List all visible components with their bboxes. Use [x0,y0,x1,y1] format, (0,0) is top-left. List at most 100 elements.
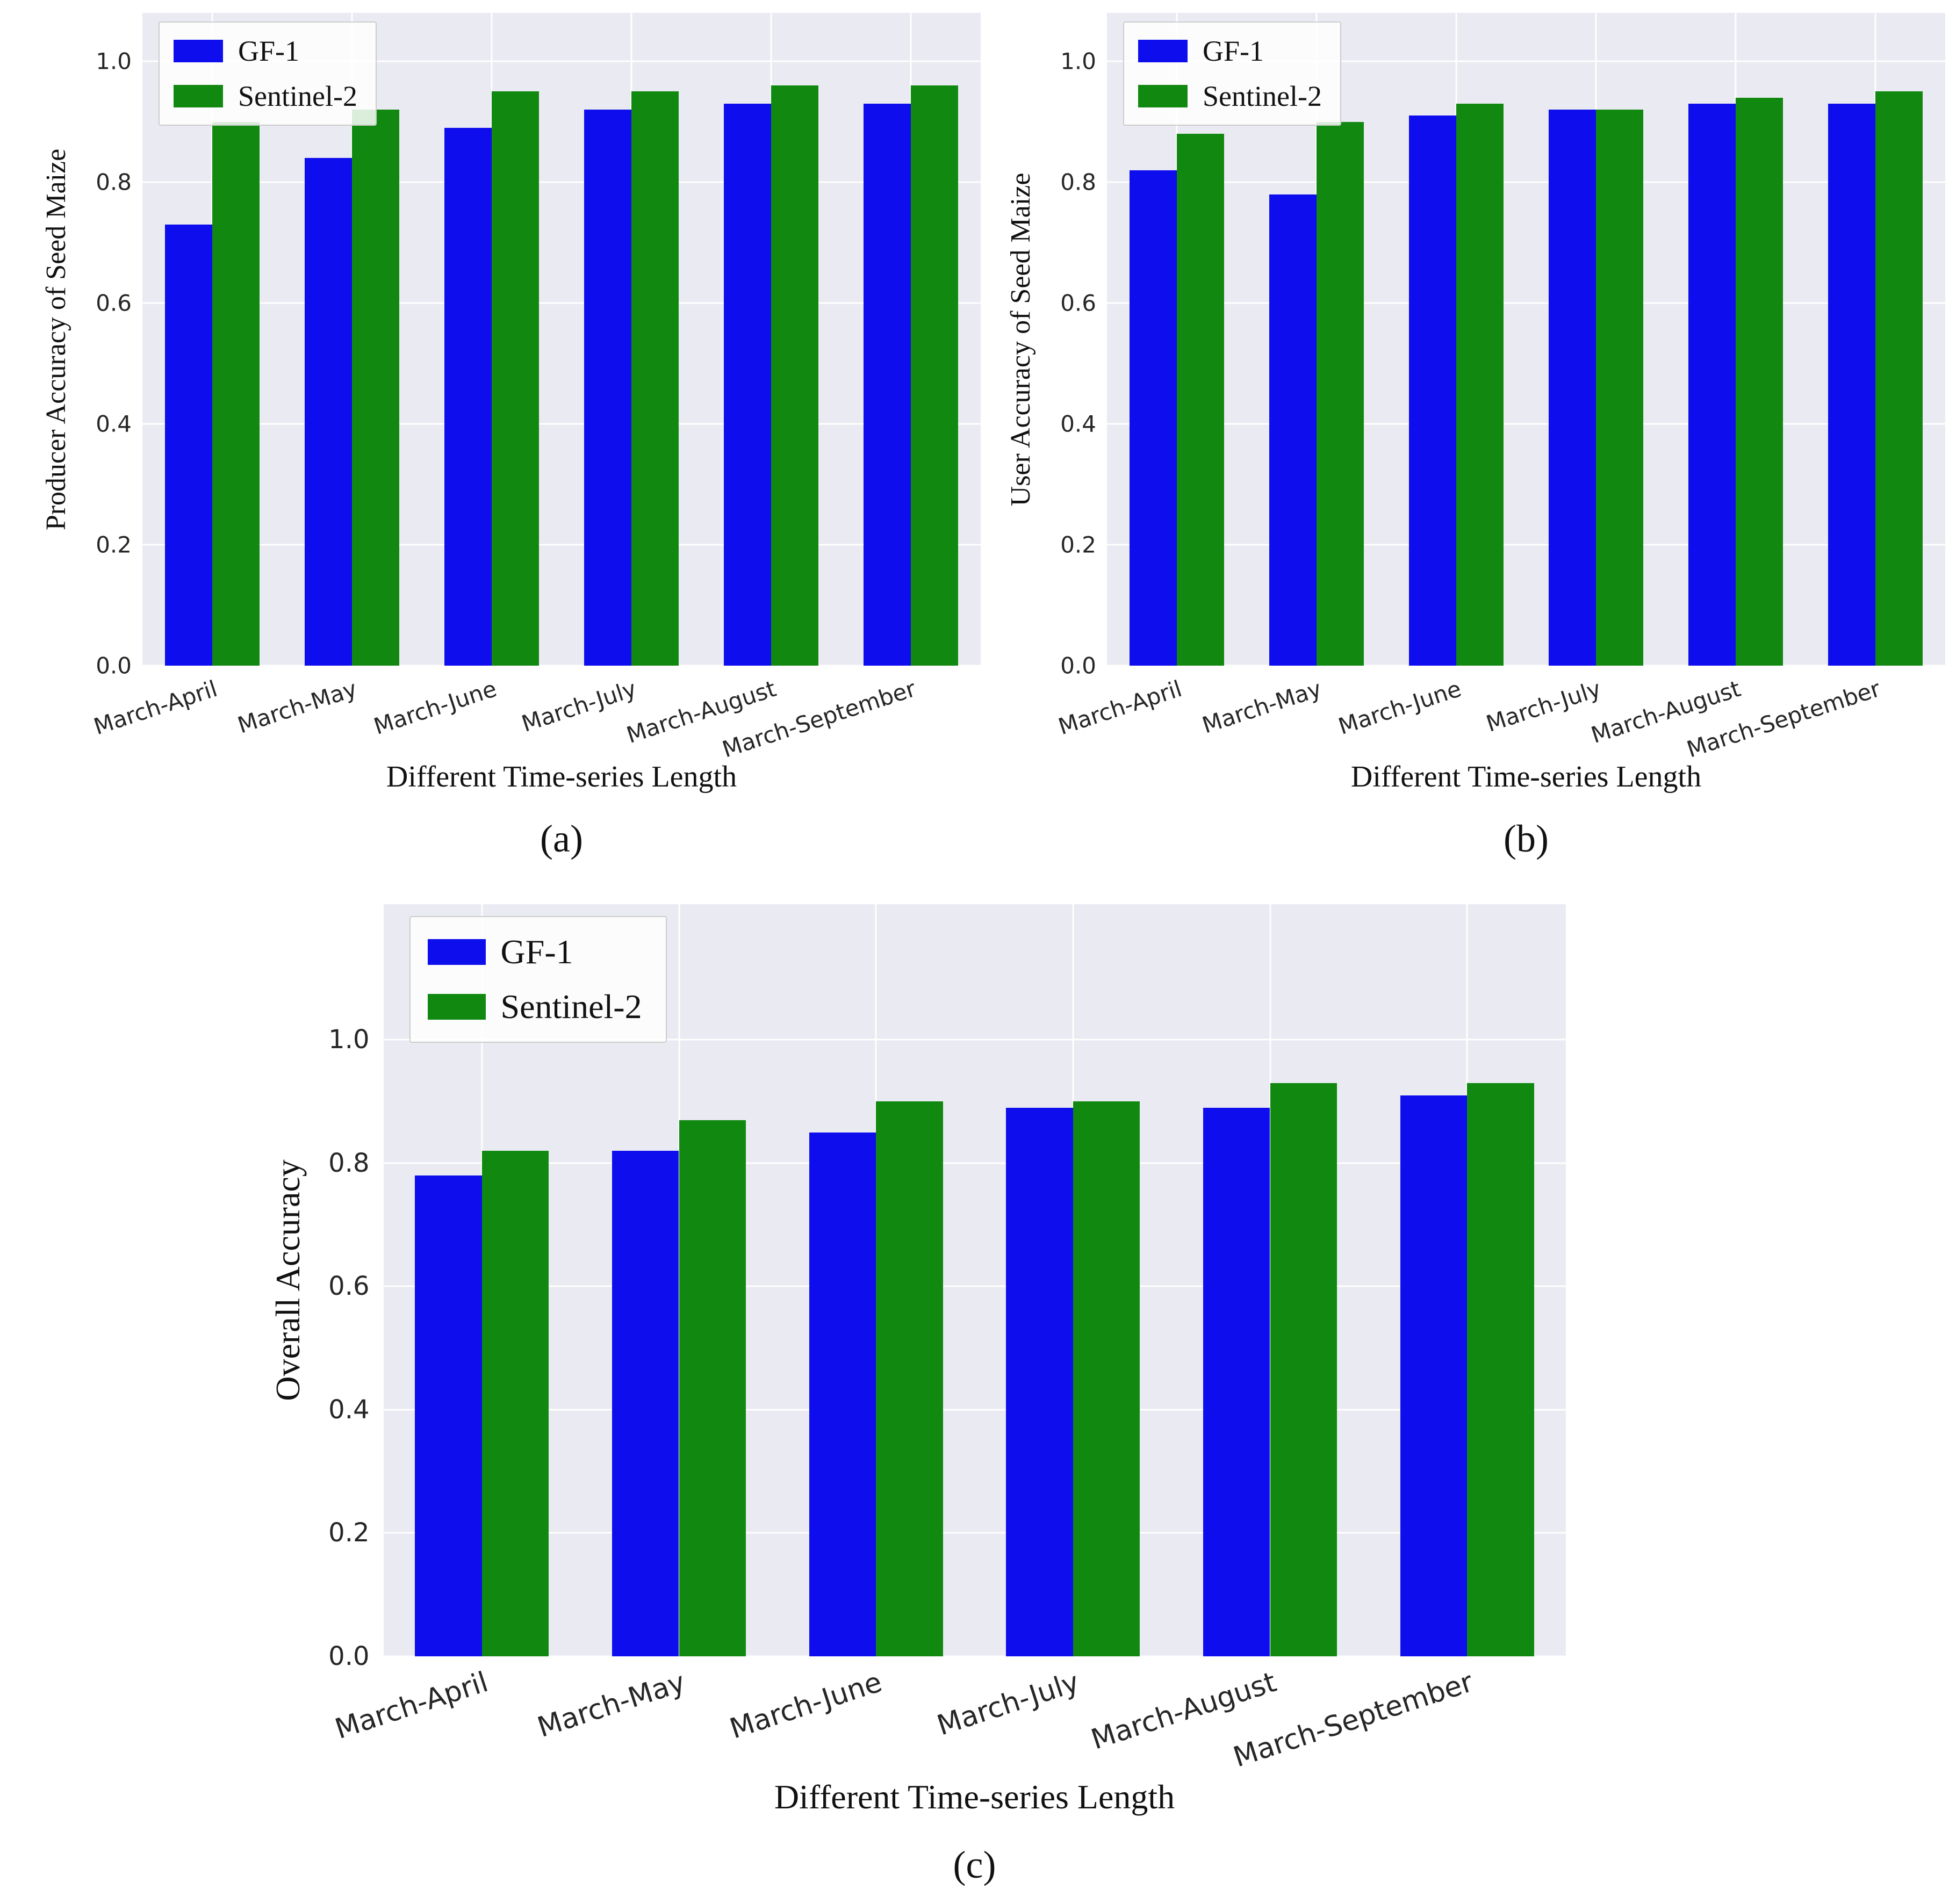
bar-gf-1-march-june [809,1132,876,1656]
y-tick-label: 0.0 [96,652,132,679]
legend-swatch-sentinel-2 [427,994,486,1020]
bar-gf-1-march-august [1203,1107,1270,1656]
plot-area: 0.0 0.2 0.4 0.6 0.8 1.0 March-April March-May Ma… [1055,13,1945,763]
bar-sentinel-2-march-september [1467,1083,1534,1656]
y-tick-label: 0.0 [328,1641,370,1671]
y-tick-label: 0.4 [1060,410,1096,437]
bar-sentinel-2-march-june [492,91,540,666]
bar-gf-1-march-may [1269,194,1317,666]
bottom-row: Overall Accuracy 0.0 0.2 0.4 0.6 0.8 1.0 March… [0,904,1949,1887]
legend-swatch-gf-1 [1138,40,1188,62]
subplot-caption-b: (b) [1504,817,1549,860]
gridline [142,181,981,183]
legend-item: Sentinel-2 [1138,80,1322,113]
y-tick-label: 0.4 [96,410,132,437]
gridline [1107,544,1945,546]
legend-label: GF-1 [238,35,300,67]
bar-gf-1-march-august [1688,103,1736,666]
bar-sentinel-2-march-april [212,121,260,666]
gridline [142,544,981,546]
bar-gf-1-march-july [1548,110,1596,666]
y-tick-label: 0.8 [328,1148,370,1178]
subplot-caption-c: (c) [953,1843,996,1886]
y-axis-title: Producer Accuracy of Seed Maize [41,148,71,530]
legend-swatch-gf-1 [174,40,223,62]
y-tick-label: 0.2 [96,531,132,558]
legend-label: Sentinel-2 [500,987,642,1026]
y-tick-label: 1.0 [96,48,132,75]
plot-area: 0.0 0.2 0.4 0.6 0.8 1.0 March-April March-May Ma… [328,904,1566,1774]
bar-sentinel-2-march-august [1736,97,1783,666]
y-tick-label: 1.0 [1060,48,1096,75]
chart-b-plot-outer: User Accuracy of Seed Maize 0.0 0.2 0.4 0.6… [1005,13,1945,763]
legend-label: Sentinel-2 [238,80,357,112]
bar-sentinel-2-march-may [1317,121,1364,666]
chart-c-plot-outer: Overall Accuracy 0.0 0.2 0.4 0.6 0.8 1.0 March… [269,904,1566,1774]
bar-gf-1-march-may [612,1151,679,1656]
bar-gf-1-march-june [1408,116,1456,666]
y-tick-label: 0.6 [96,290,132,316]
y-tick-label: 0.6 [328,1271,370,1302]
gridline [142,423,981,425]
bar-sentinel-2-march-april [481,1151,549,1656]
legend-swatch-sentinel-2 [1138,85,1188,107]
bar-gf-1-march-april [1129,170,1177,666]
gridline [383,1409,1566,1411]
gridline [142,665,981,667]
gridline [142,60,981,62]
y-axis-title: Overall Accuracy [268,1159,307,1401]
y-tick-label: 0.2 [1060,531,1096,558]
x-axis-title: Different Time-series Length [774,1778,1175,1816]
legend-item: GF-1 [174,34,357,68]
bar-sentinel-2-march-may [352,110,400,666]
legend-item: GF-1 [1138,34,1322,68]
bar-gf-1-march-september [1400,1095,1468,1656]
bar-gf-1-march-april [164,224,212,666]
gridline [1107,665,1945,667]
x-axis-title: Different Time-series Length [386,760,737,794]
legend-item: Sentinel-2 [174,80,357,113]
bar-sentinel-2-march-september [1875,91,1923,666]
bar-gf-1-march-september [1828,103,1875,666]
y-axis-title: User Accuracy of Seed Maize [1005,172,1036,506]
bar-gf-1-march-august [723,103,771,666]
y-tick-label: 0.2 [328,1518,370,1548]
y-tick-label: 0.8 [1060,169,1096,196]
bar-sentinel-2-march-july [631,91,679,666]
legend: GF-1 Sentinel-2 [159,21,377,126]
bar-sentinel-2-march-june [876,1101,943,1656]
gridline [383,1532,1566,1534]
bar-gf-1-march-may [304,158,352,666]
gridline [383,1285,1566,1287]
bar-sentinel-2-march-july [1596,110,1644,666]
bar-sentinel-2-march-july [1073,1101,1140,1656]
gridline [1107,302,1945,304]
bar-sentinel-2-march-august [771,85,819,666]
y-tick-label: 0.8 [96,169,132,196]
bar-gf-1-march-september [863,103,911,666]
chart-c: Overall Accuracy 0.0 0.2 0.4 0.6 0.8 1.0 March… [0,904,1949,1887]
chart-a-plot-outer: Producer Accuracy of Seed Maize 0.0 0.2 0.… [41,13,981,763]
y-tick-label: 1.0 [328,1025,370,1055]
y-tick-label: 0.6 [1060,290,1096,316]
gridline [1107,423,1945,425]
legend-label: GF-1 [500,933,573,971]
legend-label: Sentinel-2 [1203,80,1322,112]
bar-sentinel-2-march-september [911,85,959,666]
subplot-caption-a: (a) [540,817,583,860]
x-axis-title: Different Time-series Length [1350,760,1702,794]
y-tick-label: 0.0 [1060,652,1096,679]
chart-a: Producer Accuracy of Seed Maize 0.0 0.2 0.… [41,13,981,861]
bar-sentinel-2-march-june [1456,103,1504,666]
bar-gf-1-march-april [415,1175,482,1656]
legend: GF-1 Sentinel-2 [409,916,667,1043]
legend-item: Sentinel-2 [427,987,642,1027]
legend-swatch-gf-1 [427,939,486,965]
bar-sentinel-2-march-april [1177,134,1225,666]
legend-swatch-sentinel-2 [174,85,223,107]
gridline [1107,60,1945,62]
gridline [383,1655,1566,1657]
bar-gf-1-march-june [444,127,492,666]
bar-gf-1-march-july [584,110,631,666]
